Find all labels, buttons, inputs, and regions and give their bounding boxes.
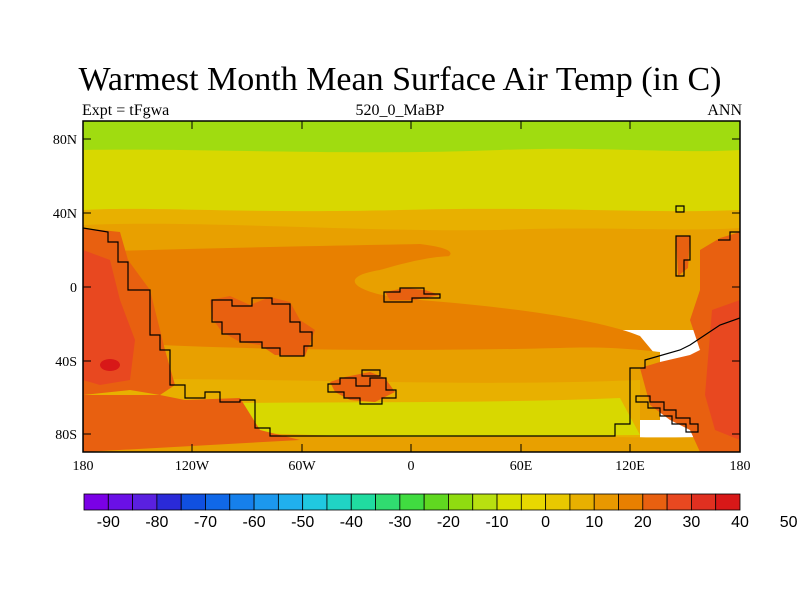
colorbar-label: 40 xyxy=(731,514,749,531)
lon-label-180e: 180 xyxy=(730,459,751,474)
land-equator-island xyxy=(385,288,440,300)
colorbar-box xyxy=(302,493,328,511)
colorbar-label: 10 xyxy=(585,514,603,531)
colorbar-label: -90 xyxy=(97,514,120,531)
colorbar-box xyxy=(326,493,352,511)
colorbar-box xyxy=(593,493,619,511)
colorbar-label: 0 xyxy=(541,514,550,531)
colorbar-label: -40 xyxy=(340,514,363,531)
colorbar-box xyxy=(642,493,668,511)
lat-label-80n: 80N xyxy=(53,133,77,148)
colorbar-label: -60 xyxy=(243,514,266,531)
colorbar-label: 50 xyxy=(780,514,798,531)
colorbar-box xyxy=(545,493,571,511)
colorbar-label: 20 xyxy=(634,514,652,531)
colorbar-box xyxy=(472,493,498,511)
lon-label-60w: 60W xyxy=(288,459,316,474)
colorbar-box xyxy=(569,493,595,511)
colorbar-label: -10 xyxy=(485,514,508,531)
colorbar-label: -70 xyxy=(194,514,217,531)
colorbar-label: -30 xyxy=(388,514,411,531)
land-east-strip xyxy=(676,236,690,276)
colorbar-box xyxy=(156,493,182,511)
colorbar-label: -80 xyxy=(145,514,168,531)
colorbar-label: -20 xyxy=(437,514,460,531)
colorbar-labels: -90 -80 -70 -60 -50 -40 -30 -20 -10 0 10 20 30 40 50 xyxy=(97,514,798,531)
lon-label-60e: 60E xyxy=(510,459,533,474)
colorbar-box xyxy=(83,493,109,511)
colorbar-box xyxy=(618,493,644,511)
colorbar-box xyxy=(448,493,474,511)
colorbar-box xyxy=(691,493,717,511)
colorbar-box xyxy=(496,493,522,511)
temperature-field xyxy=(83,121,740,452)
band-south-orange xyxy=(83,425,740,452)
lon-label-180w: 180 xyxy=(73,459,94,474)
period-label: 520_0_MaBP xyxy=(355,102,445,119)
land-central xyxy=(210,296,315,356)
lon-label-120e: 120E xyxy=(615,459,645,474)
colorbar-box xyxy=(205,493,231,511)
colorbar-label: -50 xyxy=(291,514,314,531)
colorbar xyxy=(83,493,741,511)
lat-label-0: 0 xyxy=(70,281,77,296)
coastlines xyxy=(83,205,740,452)
band-tropics-light xyxy=(380,256,480,273)
colorbar-box xyxy=(132,493,158,511)
map-title: Warmest Month Mean Surface Air Temp (in … xyxy=(78,61,722,98)
colorbar-box xyxy=(520,493,547,511)
lon-label-0: 0 xyxy=(408,459,415,474)
latitude-labels: 80N 40N 0 40S 80S xyxy=(53,133,77,443)
lon-label-120w: 120W xyxy=(175,459,210,474)
lat-label-40n: 40N xyxy=(53,207,77,222)
experiment-label: Expt = tFgwa xyxy=(82,102,170,119)
band-tropics xyxy=(83,244,660,370)
colorbar-box xyxy=(229,493,255,511)
longitude-labels: 180 120W 60W 0 60E 120E 180 xyxy=(73,459,751,474)
colorbar-box xyxy=(180,493,206,511)
colorbar-box xyxy=(666,493,692,511)
colorbar-box xyxy=(399,493,425,511)
colorbar-box xyxy=(277,493,304,511)
colorbar-box xyxy=(715,493,741,511)
land-west-hot xyxy=(83,250,135,385)
band-north xyxy=(83,148,740,225)
colorbar-box xyxy=(350,493,376,511)
lat-label-80s: 80S xyxy=(55,428,77,443)
colorbar-label: 30 xyxy=(683,514,701,531)
colorbar-box xyxy=(253,493,279,511)
land-east-hot xyxy=(705,300,740,440)
land-west-south xyxy=(83,395,300,452)
colorbar-box xyxy=(375,493,401,511)
season-label: ANN xyxy=(707,102,742,119)
tick-marks xyxy=(82,121,741,452)
land-south-island xyxy=(330,372,395,402)
land-west-hotspot xyxy=(100,359,120,371)
lat-label-40s: 40S xyxy=(55,355,77,370)
colorbar-box xyxy=(423,493,449,511)
colorbar-box xyxy=(107,493,134,511)
